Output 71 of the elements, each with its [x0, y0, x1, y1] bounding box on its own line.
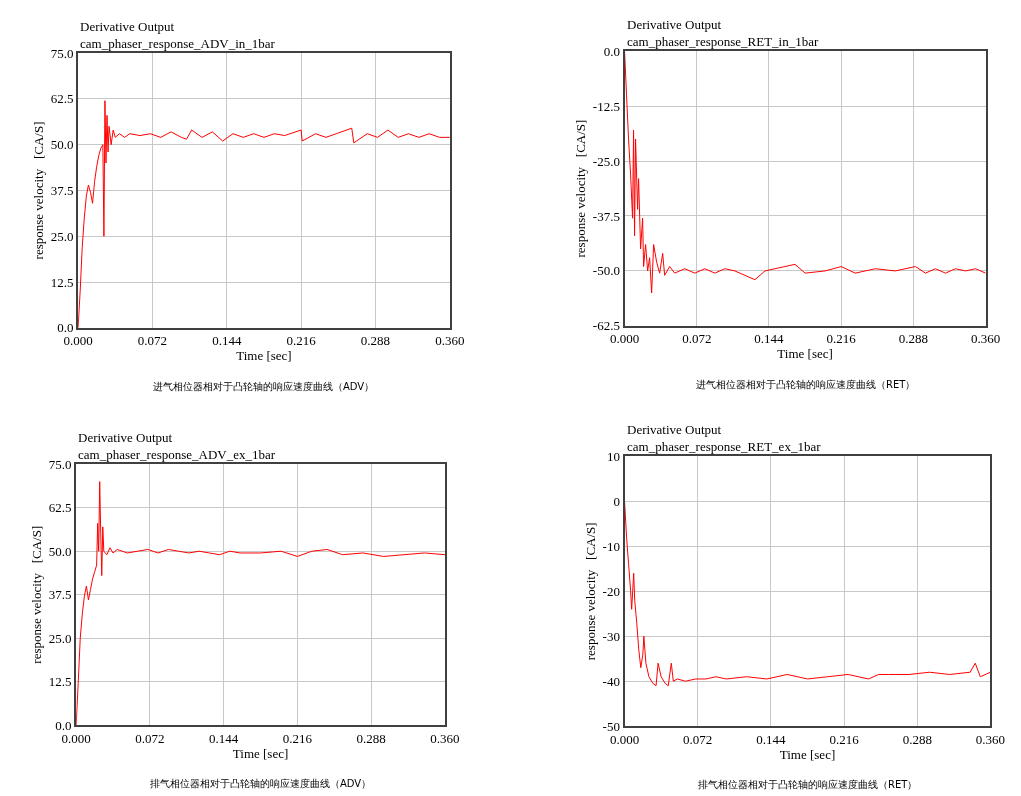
y-tick-label: 12.5: [48, 674, 72, 690]
x-tick-label: 0.072: [137, 333, 168, 349]
chart-subtitle: cam_phaser_response_ADV_in_1bar: [80, 35, 276, 51]
y-axis-title: response velocity [CA/S]: [31, 121, 47, 260]
x-tick-label: 0.216: [286, 333, 317, 349]
y-tick-label: 10: [606, 448, 620, 464]
text: 进气相位器相对于凸轮轴的响应速度曲线（RET）: [696, 379, 916, 390]
y-tick-label: 0: [613, 493, 620, 509]
chart-subtitle: cam_phaser_response_RET_ex_1bar: [627, 438, 822, 454]
text: 排气相位器相对于凸轮轴的响应速度曲线（RET）: [698, 779, 918, 790]
y-tick-label: 25.0: [48, 630, 72, 646]
x-tick-label: 0.144: [212, 333, 242, 349]
chart-title: Derivative Output: [627, 17, 722, 32]
y-tick-label: -62.5: [592, 318, 620, 334]
x-tick-label: 0.360: [435, 333, 465, 349]
y-tick-label: 75.0: [48, 456, 72, 472]
y-tick-label: 0.0: [55, 717, 72, 733]
x-axis-title: Time [sec]: [779, 746, 836, 762]
y-tick-label: -12.5: [592, 98, 620, 114]
y-tick-label: -37.5: [592, 208, 620, 224]
chart-title: Derivative Output: [627, 422, 722, 437]
y-tick-label: 37.5: [48, 587, 72, 603]
y-tick-label: -50.0: [592, 263, 620, 279]
x-tick-label: 0.144: [209, 730, 239, 746]
x-axis-title: Time [sec]: [236, 348, 292, 364]
x-tick-label: 0.000: [63, 333, 93, 349]
y-axis-title: response velocity [CA/S]: [583, 522, 599, 661]
x-tick-label: 0.000: [61, 730, 91, 746]
y-tick-label: 25.0: [50, 228, 74, 244]
y-tick-label: 62.5: [50, 91, 74, 107]
x-tick-label: 0.144: [754, 331, 785, 347]
y-tick-label: -40: [602, 673, 620, 689]
y-tick-label: -10: [602, 538, 620, 554]
y-tick-label: -50: [602, 718, 620, 734]
y-tick-label: 50.0: [50, 137, 74, 153]
text: 进气相位器相对于凸轮轴的响应速度曲线（ADV）: [153, 381, 375, 392]
y-tick-label: 0.0: [603, 43, 620, 59]
x-tick-label: 0.360: [970, 331, 1001, 347]
chart-subtitle: cam_phaser_response_RET_in_1bar: [627, 33, 819, 49]
x-tick-label: 0.000: [609, 331, 640, 347]
x-tick-label: 0.144: [756, 731, 787, 747]
chart-subtitle: cam_phaser_response_ADV_ex_1bar: [78, 446, 276, 462]
y-axis-title: response velocity [CA/S]: [29, 525, 45, 664]
x-tick-label: 0.072: [683, 731, 713, 747]
y-tick-label: 50.0: [48, 543, 72, 559]
x-tick-label: 0.000: [609, 731, 640, 747]
x-tick-label: 0.288: [360, 333, 391, 349]
y-axis-title: response velocity [CA/S]: [573, 119, 589, 258]
text: 排气相位器相对于凸轮轴的响应速度曲线（ADV）: [150, 778, 372, 789]
x-tick-label: 0.216: [282, 730, 313, 746]
chart-title: Derivative Output: [80, 19, 175, 34]
y-tick-label: 62.5: [48, 500, 72, 516]
y-tick-label: 75.0: [50, 45, 74, 61]
x-tick-label: 0.072: [682, 331, 712, 347]
x-tick-label: 0.288: [902, 731, 932, 747]
x-tick-label: 0.288: [898, 331, 929, 347]
y-tick-label: 12.5: [50, 274, 74, 290]
x-axis-title: Time [sec]: [777, 346, 833, 362]
x-tick-label: 0.360: [975, 731, 1006, 747]
x-tick-label: 0.288: [356, 730, 386, 746]
y-tick-label: -25.0: [592, 153, 620, 169]
x-tick-label: 0.360: [430, 730, 460, 746]
x-tick-label: 0.072: [135, 730, 165, 746]
y-tick-label: 0.0: [57, 320, 74, 336]
chart-title: Derivative Output: [78, 430, 173, 445]
x-axis-title: Time [sec]: [232, 745, 289, 761]
y-tick-label: -20: [602, 583, 620, 599]
y-tick-label: -30: [602, 628, 620, 644]
x-tick-label: 0.216: [826, 331, 857, 347]
y-tick-label: 37.5: [50, 183, 74, 199]
x-tick-label: 0.216: [829, 731, 860, 747]
